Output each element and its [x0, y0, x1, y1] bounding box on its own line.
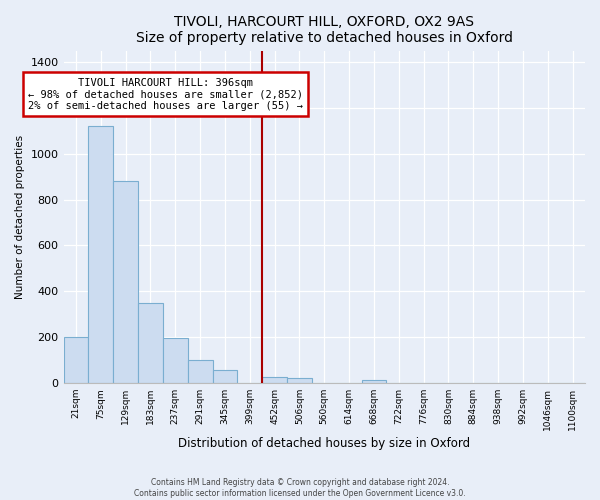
Bar: [362, 380, 386, 383]
Text: TIVOLI HARCOURT HILL: 396sqm
← 98% of detached houses are smaller (2,852)
2% of : TIVOLI HARCOURT HILL: 396sqm ← 98% of de…: [28, 78, 303, 110]
Bar: [163, 338, 188, 383]
X-axis label: Distribution of detached houses by size in Oxford: Distribution of detached houses by size …: [178, 437, 470, 450]
Text: Contains HM Land Registry data © Crown copyright and database right 2024.
Contai: Contains HM Land Registry data © Crown c…: [134, 478, 466, 498]
Bar: [212, 370, 238, 383]
Bar: [138, 303, 163, 383]
Bar: [262, 378, 287, 383]
Bar: [188, 360, 212, 383]
Bar: [88, 126, 113, 383]
Bar: [287, 378, 312, 383]
Y-axis label: Number of detached properties: Number of detached properties: [15, 134, 25, 299]
Bar: [64, 337, 88, 383]
Bar: [113, 182, 138, 383]
Title: TIVOLI, HARCOURT HILL, OXFORD, OX2 9AS
Size of property relative to detached hou: TIVOLI, HARCOURT HILL, OXFORD, OX2 9AS S…: [136, 15, 513, 45]
